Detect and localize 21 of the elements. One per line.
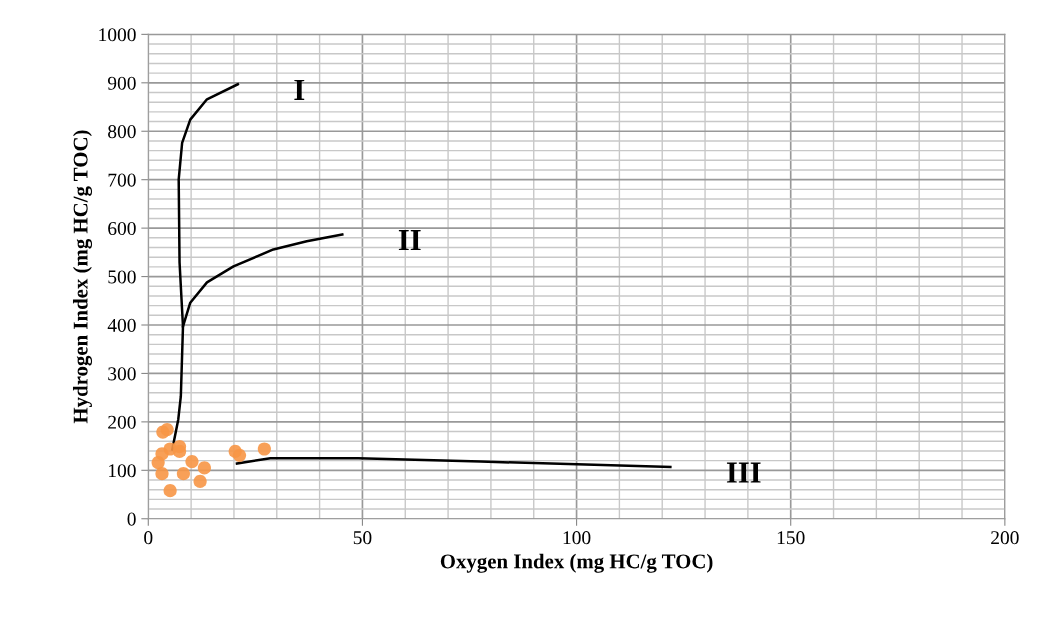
x-tick-label: 200: [991, 531, 1019, 545]
y-tick-label: 900: [107, 76, 136, 90]
y-tick-label: 200: [108, 415, 136, 429]
x-tick-label: 0: [144, 531, 153, 545]
series-label: I: [294, 79, 305, 100]
y-tick-label: 300: [108, 367, 136, 381]
y-tick-label: 1000: [99, 28, 136, 42]
series-label: III: [726, 462, 761, 483]
x-tick-label: 50: [353, 531, 372, 545]
y-tick-label: 500: [108, 270, 136, 284]
y-tick-label: 700: [108, 173, 136, 187]
x-axis-title: Oxygen Index (mg HC/g TOC): [440, 553, 713, 573]
series-label: II: [398, 230, 421, 251]
y-tick-label: 400: [107, 318, 136, 332]
x-tick-label: 150: [777, 531, 805, 545]
x-tick-label: 100: [563, 531, 591, 545]
y-tick-label: 0: [127, 512, 136, 526]
y-axis-title: Hydrogen Index (mg HC/g TOC): [72, 130, 93, 424]
y-tick-label: 800: [108, 125, 136, 139]
y-tick-label: 100: [109, 464, 136, 478]
y-tick-label: 600: [108, 221, 136, 236]
